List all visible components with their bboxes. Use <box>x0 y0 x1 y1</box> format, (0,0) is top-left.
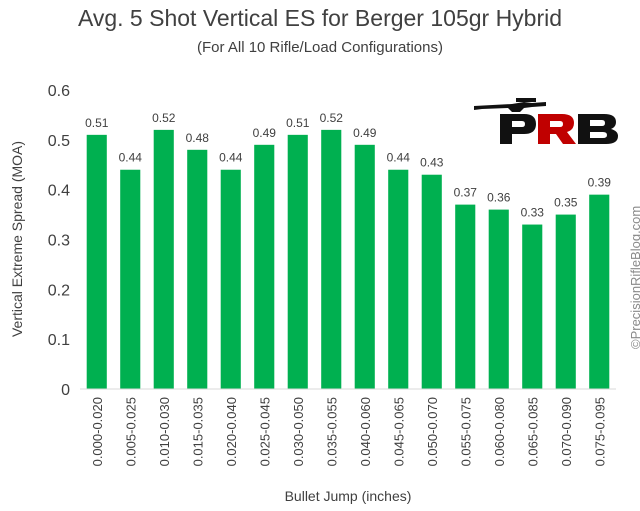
bar <box>555 214 576 389</box>
y-tick-label: 0.1 <box>48 332 70 349</box>
chart-title: Avg. 5 Shot Vertical ES for Berger 105gr… <box>77 5 563 31</box>
bar <box>321 129 342 389</box>
data-label: 0.44 <box>119 151 143 165</box>
bar <box>120 169 141 389</box>
data-label: 0.37 <box>454 186 478 200</box>
x-tick-label: 0.060-0.080 <box>492 397 507 466</box>
prb-logo-graphic <box>472 90 620 146</box>
watermark-text: ©PrecisionRifleBlog.com <box>628 205 640 349</box>
data-label: 0.52 <box>320 111 344 125</box>
x-tick-label: 0.070-0.090 <box>559 397 574 466</box>
prb-logo <box>472 90 620 146</box>
data-label: 0.51 <box>85 116 109 130</box>
y-tick-label: 0.5 <box>48 133 70 150</box>
bar <box>455 204 476 389</box>
bar <box>354 144 375 389</box>
bar <box>287 134 308 389</box>
data-label: 0.48 <box>186 131 210 145</box>
data-label: 0.44 <box>387 151 411 165</box>
x-tick-label: 0.000-0.020 <box>90 397 105 466</box>
bar <box>254 144 275 389</box>
bar <box>388 169 409 389</box>
bar <box>589 194 610 389</box>
data-label: 0.44 <box>219 151 243 165</box>
data-label: 0.35 <box>554 196 578 210</box>
y-tick-label: 0.4 <box>48 183 70 200</box>
x-tick-label: 0.040-0.060 <box>358 397 373 466</box>
x-tick-label: 0.035-0.055 <box>324 397 339 466</box>
data-label: 0.52 <box>152 111 176 125</box>
data-label: 0.51 <box>286 116 310 130</box>
data-label: 0.43 <box>420 156 444 170</box>
x-tick-label: 0.075-0.095 <box>592 397 607 466</box>
x-tick-label: 0.020-0.040 <box>224 397 239 466</box>
x-tick-label: 0.055-0.075 <box>458 397 473 466</box>
data-label: 0.49 <box>353 126 377 140</box>
y-tick-label: 0 <box>61 382 70 399</box>
x-tick-label: 0.030-0.050 <box>291 397 306 466</box>
x-axis-title: Bullet Jump (inches) <box>285 488 412 504</box>
bar <box>488 209 509 389</box>
x-tick-label: 0.065-0.085 <box>525 397 540 466</box>
data-label: 0.33 <box>521 206 545 220</box>
bar <box>86 134 107 389</box>
y-tick-label: 0.2 <box>48 282 70 299</box>
chart-subtitle: (For All 10 Rifle/Load Configurations) <box>197 39 443 56</box>
x-tick-label: 0.025-0.045 <box>257 397 272 466</box>
x-tick-label: 0.045-0.065 <box>391 397 406 466</box>
x-tick-label: 0.015-0.035 <box>190 397 205 466</box>
x-tick-label: 0.005-0.025 <box>123 397 138 466</box>
bar <box>522 224 543 389</box>
data-label: 0.36 <box>487 191 511 205</box>
bar <box>220 169 241 389</box>
y-tick-label: 0.3 <box>48 233 70 250</box>
x-tick-label: 0.050-0.070 <box>425 397 440 466</box>
y-axis-title: Vertical Extreme Spread (MOA) <box>9 141 25 337</box>
data-label: 0.39 <box>588 176 612 190</box>
bar <box>421 174 442 389</box>
y-tick-label: 0.6 <box>48 83 70 100</box>
data-label: 0.49 <box>253 126 277 140</box>
bar <box>153 129 174 389</box>
bar <box>187 149 208 389</box>
x-tick-label: 0.010-0.030 <box>157 397 172 466</box>
